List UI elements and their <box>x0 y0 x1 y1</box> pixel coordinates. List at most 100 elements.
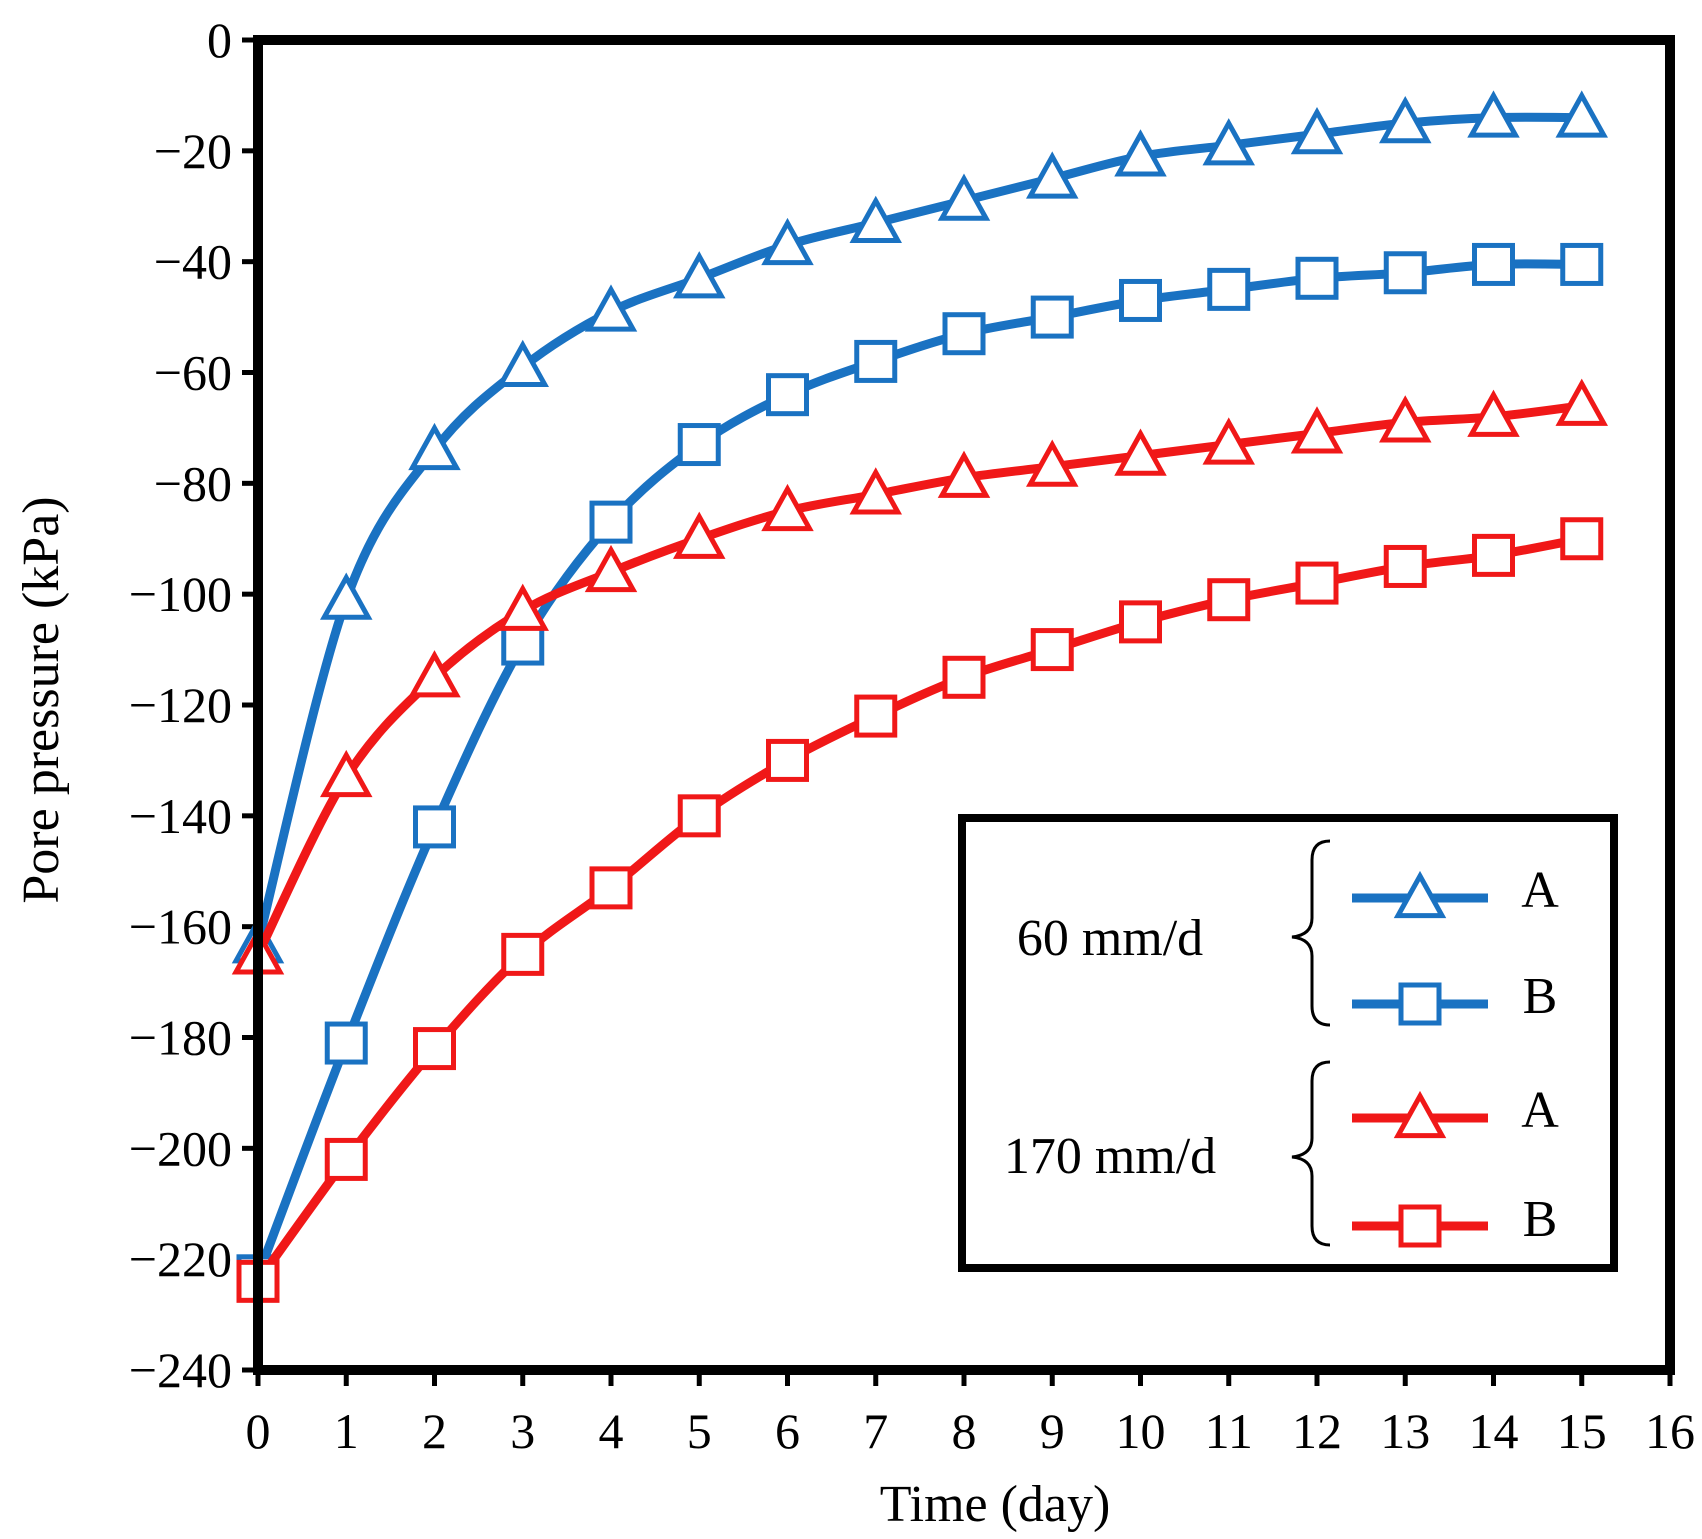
data-point <box>1555 378 1608 426</box>
y-tick-label: −120 <box>129 677 232 733</box>
data-point <box>1295 561 1339 605</box>
y-tick-label: −40 <box>154 234 232 290</box>
data-point <box>1472 242 1515 286</box>
data-point <box>677 794 721 838</box>
x-tick-label: 3 <box>510 1403 535 1459</box>
data-point <box>1119 600 1162 644</box>
legend-group-label-60: 60 mm/d <box>1017 910 1203 967</box>
x-tick-label: 10 <box>1116 1403 1166 1459</box>
y-tick-label: −140 <box>129 788 232 844</box>
data-point <box>496 583 549 631</box>
data-point <box>937 173 991 221</box>
plot-area-frame <box>253 35 1675 1375</box>
x-tick-label: 16 <box>1645 1403 1695 1459</box>
data-point <box>1379 395 1432 443</box>
y-tick-label: 0 <box>207 12 232 68</box>
data-point <box>1114 428 1167 476</box>
y-tick-label: −220 <box>129 1231 232 1287</box>
data-point <box>1467 90 1520 138</box>
data-point <box>1383 251 1427 295</box>
data-point <box>849 467 902 515</box>
tick-labels: 0 −20 −40 −60 −80 −100 −120 −140 −160 −180 −200 −22… <box>129 12 1695 1459</box>
data-point <box>1114 129 1167 177</box>
y-tick-label: −100 <box>129 566 232 622</box>
data-point <box>677 423 721 467</box>
data-point <box>1383 544 1427 588</box>
legend-box <box>958 814 1618 1272</box>
data-point <box>673 251 726 299</box>
data-point <box>1472 533 1515 577</box>
y-tick-label: −180 <box>129 1010 232 1066</box>
data-point <box>1207 578 1251 622</box>
series-4 <box>236 517 1604 1303</box>
data-point <box>1030 295 1074 339</box>
data-point <box>589 500 633 544</box>
data-point <box>761 483 814 532</box>
data-point <box>1555 90 1608 138</box>
data-point <box>761 217 814 266</box>
legend-samples <box>1352 870 1488 1248</box>
data-point <box>1207 267 1251 311</box>
data-point <box>1026 151 1079 199</box>
x-tick-label: 14 <box>1469 1403 1519 1459</box>
x-tick-label: 2 <box>422 1403 447 1459</box>
data-point <box>501 932 545 976</box>
x-tick-label: 13 <box>1380 1403 1430 1459</box>
y-axis-title: Pore pressure (kPa) <box>13 496 70 903</box>
data-point <box>942 312 986 356</box>
legend-brace-170 <box>1291 1060 1331 1247</box>
data-point <box>408 422 461 471</box>
data-point <box>1290 107 1344 155</box>
data-point <box>673 511 726 559</box>
x-tick-label: 5 <box>687 1403 712 1459</box>
x-tick-label: 15 <box>1557 1403 1607 1459</box>
data-point <box>766 738 809 782</box>
legend-sample-marker <box>1398 982 1442 1026</box>
legend-group-label-170: 170 mm/d <box>1004 1128 1216 1185</box>
data-point <box>413 1027 456 1071</box>
data-point <box>1030 628 1074 672</box>
legend-entry-label-60-b: B <box>1523 968 1558 1025</box>
data-point <box>1290 406 1344 454</box>
data-point <box>1467 389 1520 437</box>
x-tick-label: 12 <box>1292 1403 1342 1459</box>
legend-entry-label-60-a: A <box>1521 862 1559 919</box>
legend-sample-marker <box>1393 870 1447 919</box>
y-tick-label: −240 <box>129 1342 232 1398</box>
data-point <box>589 866 633 910</box>
data-point <box>854 339 898 383</box>
x-tick-label: 1 <box>334 1403 359 1459</box>
x-tick-label: 7 <box>863 1403 888 1459</box>
y-tick-label: −80 <box>154 455 232 511</box>
data-point <box>937 450 991 498</box>
data-point <box>1026 439 1079 487</box>
data-point <box>1560 517 1604 561</box>
data-point <box>766 373 809 417</box>
legend-brace-60 <box>1291 839 1331 1027</box>
series-2 <box>236 242 1604 1298</box>
x-tick-label: 8 <box>952 1403 977 1459</box>
data-point <box>1560 242 1604 286</box>
data-point <box>849 195 902 243</box>
legend-entry-label-170-a: A <box>1521 1082 1559 1139</box>
data-point <box>413 805 456 849</box>
data-point <box>324 1021 368 1065</box>
series-3 <box>231 378 1608 975</box>
data-point <box>496 339 549 388</box>
data-point <box>324 1137 368 1181</box>
legend-entry-label-170-b: B <box>1523 1191 1558 1248</box>
x-tick-label: 4 <box>599 1403 624 1459</box>
data-point <box>1119 278 1162 322</box>
legend-sample-marker <box>1398 1204 1442 1248</box>
y-tick-label: −160 <box>129 899 232 955</box>
series-1 <box>231 90 1608 964</box>
x-tick-label: 6 <box>775 1403 800 1459</box>
y-tick-label: −200 <box>129 1120 232 1176</box>
data-point <box>1202 118 1255 166</box>
data-point <box>584 284 638 332</box>
data-point <box>320 572 373 620</box>
legend: 60 mm/d 170 mm/d A B A B <box>958 814 1618 1272</box>
x-tick-label: 11 <box>1205 1403 1253 1459</box>
data-point <box>942 655 986 699</box>
